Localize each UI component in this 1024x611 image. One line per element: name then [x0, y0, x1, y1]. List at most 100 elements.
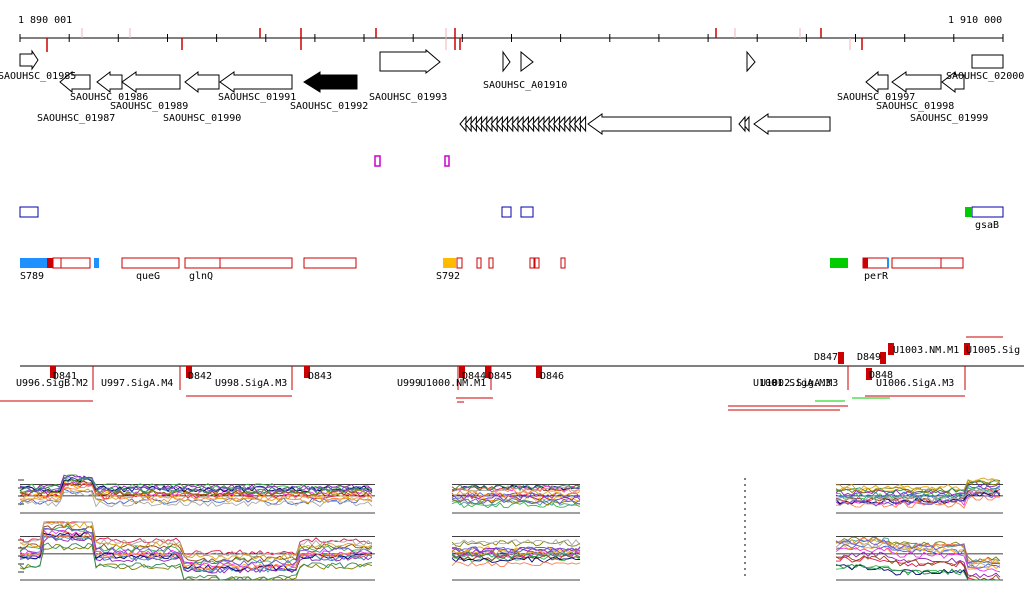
- gene-arrow-01998[interactable]: [891, 71, 942, 93]
- gene-arrow-01991[interactable]: [219, 71, 293, 93]
- terminator-marker[interactable]: [838, 352, 844, 364]
- feature-box[interactable]: [891, 257, 964, 269]
- gene-arrow-01997[interactable]: [865, 70, 889, 94]
- feature-marker: [863, 258, 868, 268]
- feature-box-gsaB[interactable]: [971, 206, 1004, 218]
- expression-profile-line: [451, 551, 581, 559]
- expression-profile-line: [835, 563, 1000, 581]
- terminator-marker[interactable]: [536, 366, 542, 378]
- feature-label: S789: [20, 271, 44, 282]
- promoter-label: D845: [488, 371, 512, 382]
- expression-profile-line: [451, 498, 581, 506]
- feature-box[interactable]: [520, 206, 534, 218]
- gene-track: [19, 48, 1004, 135]
- feature-box[interactable]: [303, 257, 357, 269]
- feature-box[interactable]: [529, 257, 535, 269]
- gene-arrow-02000[interactable]: [971, 54, 1004, 69]
- expression-profile-line: [451, 538, 581, 546]
- terminator-marker[interactable]: [50, 366, 56, 378]
- expression-profile-line: [19, 536, 373, 574]
- promoter-label: D843: [308, 371, 332, 382]
- gene-label: SAOUHSC_01986: [70, 92, 148, 103]
- expression-profile-line: [451, 545, 581, 553]
- feature-box-glnQ[interactable]: [184, 257, 293, 269]
- expression-profile-line: [19, 521, 373, 558]
- feature-box[interactable]: [488, 257, 494, 269]
- annotation-track: S789 queG glnQ S792 perR: [20, 257, 964, 282]
- expression-profile-line: [835, 495, 1001, 509]
- expression-track-bottom: [19, 521, 1003, 581]
- feature-box[interactable]: [19, 206, 39, 218]
- promoter-label: U1006.SigA.M3: [876, 378, 954, 389]
- terminator-marker[interactable]: [964, 343, 970, 355]
- feature-box[interactable]: [560, 257, 566, 269]
- gene-arrow-01999[interactable]: [941, 70, 965, 94]
- srna-feature[interactable]: [444, 155, 450, 167]
- gene-arrow-01993[interactable]: [379, 48, 441, 75]
- chevron-gene-cluster[interactable]: [459, 115, 587, 133]
- expression-profile-line: [835, 480, 1001, 494]
- promoter-label: U1003.NM.M1: [893, 345, 959, 356]
- feature-green[interactable]: [830, 258, 848, 268]
- feature-label: perR: [864, 271, 889, 282]
- gene-arrow[interactable]: [753, 113, 831, 135]
- gene-arrow-A01910[interactable]: [520, 50, 534, 72]
- terminator-marker[interactable]: [888, 343, 894, 355]
- gene-arrow-01988[interactable]: [96, 70, 123, 94]
- terminator-marker[interactable]: [485, 366, 491, 378]
- gene-label: SAOUHSC_01998: [876, 101, 954, 112]
- gene-arrow-long[interactable]: [587, 113, 732, 135]
- feature-label: glnQ: [189, 271, 213, 282]
- promoter-label: D842: [188, 371, 212, 382]
- feature-box-queG[interactable]: [121, 257, 180, 269]
- feature-S789[interactable]: [20, 258, 47, 268]
- terminator-marker[interactable]: [304, 366, 310, 378]
- expression-profile-line: [19, 532, 373, 571]
- gene-arrow-01985[interactable]: [19, 49, 39, 71]
- srna-track: [374, 155, 450, 167]
- feature-label-gsaB: gsaB: [975, 220, 999, 231]
- gene-arrow[interactable]: [738, 115, 746, 133]
- feature-box[interactable]: [476, 257, 482, 269]
- gene-arrow-01989[interactable]: [121, 71, 181, 93]
- expression-profile-line: [19, 482, 373, 500]
- feature-marker: [47, 258, 53, 268]
- gene-arrow[interactable]: [742, 115, 750, 133]
- promoter-label: U998.SigA.M3: [215, 378, 287, 389]
- gene-label: SAOUHSC_A01910: [483, 80, 567, 91]
- gene-arrow-01992[interactable]: [303, 71, 358, 93]
- blue-box-track: [19, 206, 1004, 218]
- feature-S792[interactable]: [443, 258, 456, 268]
- gene-arrow-01987[interactable]: [59, 70, 91, 94]
- gene-label: SAOUHSC_01990: [163, 113, 241, 124]
- gene-labels: SAOUHSC_01985 SAOUHSC_01986 SAOUHSC_0198…: [0, 71, 1024, 124]
- srna-feature[interactable]: [374, 155, 381, 167]
- terminator-marker[interactable]: [880, 352, 886, 364]
- expression-profile-line: [19, 480, 373, 497]
- expression-profile-line: [835, 485, 1001, 501]
- terminator-marker[interactable]: [186, 366, 192, 378]
- ruler-end-label: 1 910 000: [948, 15, 1002, 26]
- expression-profile-line: [835, 554, 1001, 581]
- feature-box[interactable]: [501, 206, 512, 218]
- feature-label: queG: [136, 271, 160, 282]
- gene-arrow[interactable]: [746, 50, 756, 73]
- promoter-label: U1001.SigA.M3: [753, 378, 831, 389]
- gene-chevron[interactable]: [578, 115, 587, 133]
- promoter-label: D849: [857, 352, 881, 363]
- expression-profile-line: [19, 543, 373, 581]
- gene-label: SAOUHSC_02000: [946, 71, 1024, 82]
- feature-box[interactable]: [534, 257, 540, 269]
- promoter-track: D841 U996.SigB.M2 U997.SigA.M4 D842 U998…: [0, 336, 1024, 411]
- feature-block[interactable]: [94, 258, 99, 268]
- terminator-marker[interactable]: [459, 366, 465, 378]
- expression-profile-line: [19, 480, 373, 497]
- feature-box[interactable]: [52, 257, 91, 269]
- expression-profile-line: [451, 483, 581, 492]
- terminator-marker[interactable]: [866, 368, 872, 380]
- gene-arrow-01990[interactable]: [184, 70, 220, 94]
- promoter-label: D846: [540, 371, 564, 382]
- feature-box[interactable]: [456, 257, 463, 269]
- gene-arrow[interactable]: [502, 50, 511, 73]
